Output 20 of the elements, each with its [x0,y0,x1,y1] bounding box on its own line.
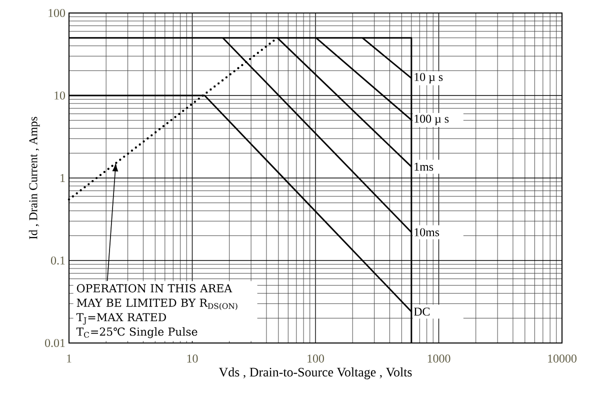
annotation: T$_{C}$=25℃ Single Pulse [76,327,198,338]
y-tick-label: 0.1 [50,256,65,265]
x-tick-label: 10 [187,354,198,363]
series-label: 1ms [414,162,434,171]
series-label: 10ms [414,228,440,236]
x-tick-label: 1000 [428,354,450,363]
x-tick-label: 10000 [548,354,576,363]
y-tick-label: 10 [54,91,66,100]
x-tick-label: 100 [308,354,324,363]
y-tick-label: 0.01 [45,338,65,348]
y-tick-label: 100 [48,8,66,18]
series-label: 100 µ s [414,114,449,126]
series-label: DC [414,308,430,316]
annotation: T$_{J}$=MAX RATED [76,313,166,325]
x-tick-label: 1 [67,354,72,362]
series-label: 10 µ s [414,72,443,84]
y-tick-label: 1 [60,174,65,182]
annotation: OPERATION IN THIS AREA MAY BE LIMITED BY R$_{DS(ON)}$ [76,284,238,310]
y-axis-title: Id , Drain Current , Amps [28,116,40,240]
x-axis-title: Vds , Drain-to-Source Voltage , Volts [218,367,412,380]
